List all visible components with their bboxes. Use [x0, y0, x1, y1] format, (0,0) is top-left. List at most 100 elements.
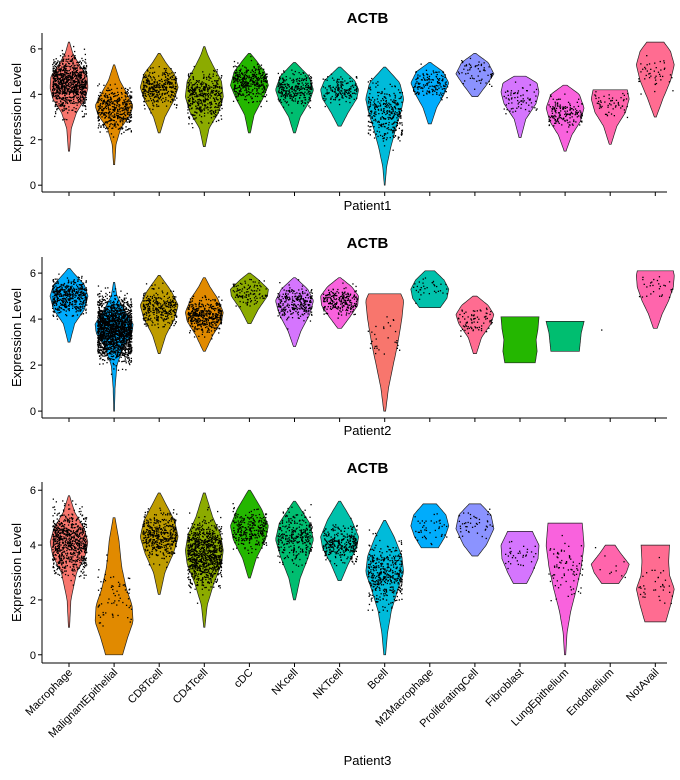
data-point	[203, 109, 206, 111]
data-point	[80, 97, 82, 99]
data-point	[194, 87, 196, 89]
data-point	[309, 87, 311, 90]
data-point	[251, 80, 254, 82]
data-point	[199, 83, 202, 85]
data-point	[110, 133, 113, 135]
data-point	[58, 88, 60, 90]
data-point	[576, 101, 578, 103]
data-point	[398, 108, 401, 110]
data-point	[67, 295, 69, 297]
data-point	[195, 94, 198, 96]
data-point	[64, 78, 66, 81]
data-point	[108, 329, 110, 331]
data-point	[63, 99, 65, 101]
data-point	[556, 120, 559, 122]
data-point	[650, 68, 652, 70]
data-point	[191, 114, 193, 116]
data-point	[75, 303, 77, 305]
data-point	[208, 75, 210, 77]
data-point	[284, 96, 286, 99]
violin-body	[320, 66, 359, 127]
data-point	[386, 112, 388, 114]
data-point	[105, 115, 107, 117]
data-point	[59, 100, 62, 102]
data-point	[174, 83, 177, 85]
data-point	[75, 85, 77, 87]
data-point	[152, 86, 154, 89]
data-point	[369, 102, 372, 104]
data-point	[130, 309, 132, 311]
data-point	[221, 107, 223, 110]
data-point	[343, 89, 345, 91]
data-point	[294, 87, 296, 89]
data-point	[69, 60, 71, 62]
data-point	[193, 84, 196, 86]
data-point	[107, 87, 109, 89]
data-point	[598, 97, 600, 99]
data-point	[356, 77, 358, 79]
data-point	[548, 120, 550, 123]
data-point	[119, 104, 121, 106]
data-point	[213, 100, 216, 102]
data-point	[53, 70, 55, 72]
data-point	[232, 79, 235, 81]
data-point	[262, 77, 264, 79]
data-point	[84, 91, 86, 93]
data-point	[392, 123, 394, 125]
data-point	[174, 77, 177, 79]
data-point	[189, 105, 191, 107]
data-point	[243, 81, 246, 83]
data-point	[336, 94, 338, 96]
data-point	[64, 94, 66, 96]
data-point	[237, 92, 239, 94]
data-point	[119, 111, 121, 113]
data-point	[70, 281, 72, 283]
data-point	[381, 112, 383, 115]
data-point	[83, 77, 86, 79]
data-point	[62, 73, 64, 75]
data-point	[61, 59, 63, 61]
data-point	[55, 103, 58, 106]
data-point	[568, 126, 570, 128]
violin-MalignantEpithelial	[94, 281, 134, 412]
data-point	[216, 82, 218, 84]
data-point	[76, 86, 78, 89]
data-point	[53, 61, 55, 63]
data-point	[194, 111, 197, 113]
data-point	[446, 97, 448, 99]
data-point	[71, 109, 73, 111]
data-point	[427, 82, 429, 84]
data-point	[63, 294, 65, 296]
data-point	[308, 74, 310, 76]
data-point	[204, 89, 206, 91]
data-point	[52, 296, 54, 298]
data-point	[102, 103, 104, 105]
data-point	[278, 79, 280, 81]
data-point	[145, 79, 148, 82]
data-point	[333, 98, 335, 101]
data-point	[57, 74, 59, 76]
data-point	[58, 92, 61, 94]
data-point	[81, 100, 83, 102]
data-point	[160, 89, 162, 91]
data-point	[482, 69, 485, 71]
data-point	[207, 76, 210, 78]
data-point	[152, 88, 154, 90]
data-point	[56, 101, 58, 103]
data-point	[278, 90, 280, 92]
data-point	[152, 82, 154, 85]
data-point	[215, 80, 217, 82]
data-point	[258, 68, 260, 70]
data-point	[52, 290, 54, 293]
data-point	[400, 133, 402, 135]
data-point	[287, 84, 289, 86]
data-point	[220, 93, 222, 95]
data-point	[216, 82, 218, 85]
data-point	[557, 105, 559, 107]
data-point	[62, 82, 64, 84]
data-point	[556, 104, 559, 106]
data-point	[66, 87, 68, 89]
data-point	[243, 75, 245, 77]
data-point	[253, 81, 255, 83]
